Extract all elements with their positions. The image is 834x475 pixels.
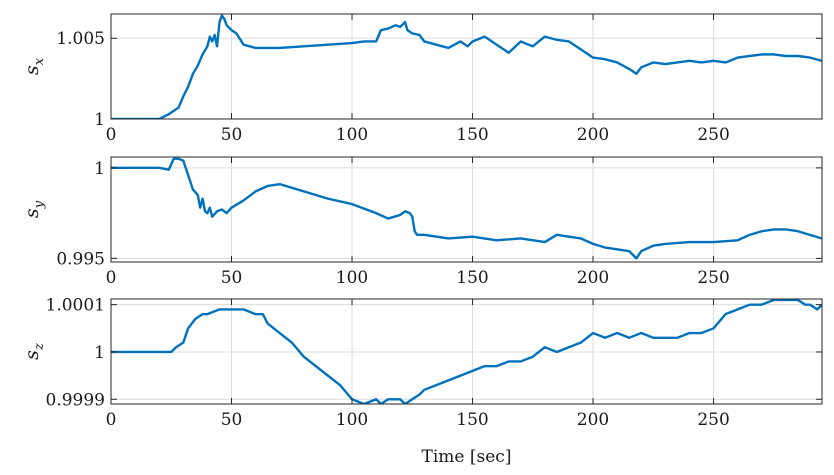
x-tick-label: 250 (697, 125, 729, 145)
y-axis-title-sx: sx (21, 57, 47, 75)
y-tick-label: 1 (94, 110, 105, 130)
y-tick-label: 0.995 (56, 249, 105, 269)
x-tick-label: 200 (577, 268, 609, 288)
x-tick-label: 0 (106, 268, 117, 288)
y-tick-label: 1.005 (56, 29, 105, 49)
y-axis-title-base: s (21, 350, 43, 360)
subplot-sz: 0 50 100 150 200 250 0.9999 1 1.0001 sz (21, 296, 823, 430)
x-tick-label: 100 (336, 410, 368, 430)
subplot-sx: 0 50 100 150 200 250 1 1.005 sx (21, 13, 823, 145)
axes-frame-sx (110, 13, 823, 120)
y-tick-label: 1.0001 (46, 296, 105, 316)
y-axis-title-base: s (21, 208, 43, 218)
series-line-sx (111, 14, 822, 119)
x-tick-label: 150 (456, 125, 488, 145)
y-axis-title-subscript: z (32, 343, 47, 351)
y-tick-label: 1 (94, 159, 105, 179)
y-tick-label: 0.9999 (46, 390, 105, 410)
y-axis-title-base: s (21, 65, 43, 75)
x-tick-label: 0 (106, 410, 117, 430)
subplot-sy: 0 50 100 150 200 250 0.995 1 sy (21, 156, 823, 288)
x-tick-label: 50 (221, 125, 243, 145)
x-tick-label: 200 (577, 410, 609, 430)
x-tick-label: 250 (697, 410, 729, 430)
x-tick-label: 150 (456, 268, 488, 288)
x-axis-title: Time [sec] (422, 447, 512, 467)
y-axis-title-sy: sy (21, 200, 47, 218)
x-tick-label: 150 (456, 410, 488, 430)
x-tick-label: 200 (577, 125, 609, 145)
x-tick-label: 100 (336, 268, 368, 288)
axes-frame-sy (110, 156, 823, 263)
series-line-sz (111, 299, 822, 404)
y-axis-title-subscript: y (32, 200, 47, 209)
x-tick-label: 50 (221, 410, 243, 430)
x-tick-label: 100 (336, 125, 368, 145)
y-axis-title-sz: sz (21, 343, 47, 360)
x-tick-label: 0 (106, 125, 117, 145)
y-axis-title-subscript: x (32, 57, 47, 65)
x-tick-label: 250 (697, 268, 729, 288)
y-tick-label: 1 (94, 343, 105, 363)
x-tick-label: 50 (221, 268, 243, 288)
series-line-sy (111, 157, 822, 260)
